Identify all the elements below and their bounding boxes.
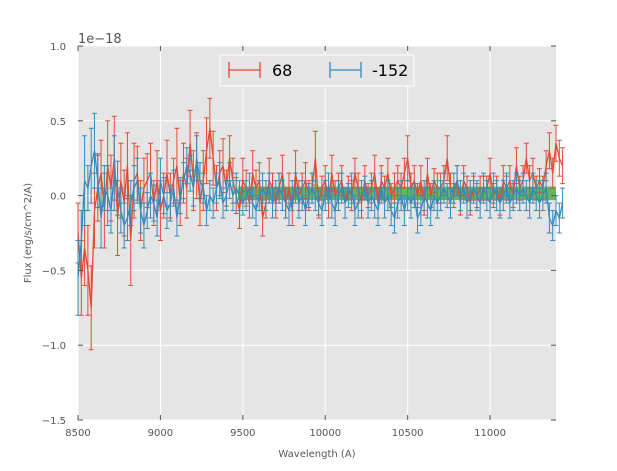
y-tick-label-4: 0.5 xyxy=(50,117,66,128)
x-axis-label: Wavelength (A) xyxy=(278,449,355,460)
series-layer xyxy=(75,97,566,351)
y-tick-label-3: 0.0 xyxy=(50,192,66,203)
x-tick-label-0: 8500 xyxy=(65,428,90,439)
series-line-1 xyxy=(77,150,564,278)
x-tick-label-2: 9500 xyxy=(230,428,255,439)
y-tick-label-0: −1.5 xyxy=(42,416,66,427)
x-tick-label-5: 11000 xyxy=(474,428,506,439)
series-1 xyxy=(75,112,566,316)
y-tick-label-5: 1.0 xyxy=(50,42,66,53)
x-tick-label-3: 10000 xyxy=(309,428,341,439)
plot-area xyxy=(78,46,556,420)
legend-entry-152: -152 xyxy=(329,61,408,80)
legend-label-152: -152 xyxy=(372,61,408,80)
y-tick-label-2: −0.5 xyxy=(42,266,66,277)
y-tick-label-1: −1.0 xyxy=(42,341,66,352)
legend-entry-68: 68 xyxy=(228,61,292,80)
offset-label: 1e−18 xyxy=(78,32,122,47)
y-axis-label: Flux (erg/s/cm^2/A) xyxy=(23,183,34,283)
legend: 68 -152 xyxy=(219,54,415,87)
x-tick-label-1: 9000 xyxy=(148,428,173,439)
ticks: 8500 9000 9500 10000 10500 11000 −1.5 −1.0 −0.5 0… xyxy=(42,42,556,439)
x-tick-label-4: 10500 xyxy=(392,428,424,439)
legend-label-68: 68 xyxy=(272,61,292,80)
